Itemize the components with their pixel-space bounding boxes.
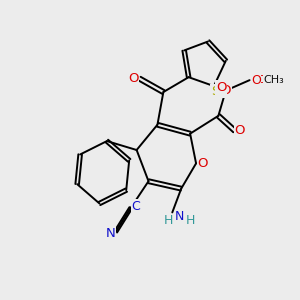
- Text: O: O: [235, 124, 245, 137]
- Text: O: O: [216, 81, 226, 94]
- Text: CH₃: CH₃: [263, 75, 284, 85]
- Text: O: O: [197, 157, 208, 170]
- Text: H: H: [185, 214, 195, 227]
- Text: N: N: [106, 227, 116, 240]
- Text: H: H: [164, 214, 173, 227]
- Text: N: N: [175, 210, 184, 224]
- Text: S: S: [211, 85, 220, 98]
- Text: O: O: [251, 74, 261, 87]
- Text: O: O: [257, 75, 265, 85]
- Text: C: C: [131, 200, 140, 213]
- Text: O: O: [128, 72, 138, 85]
- Text: O: O: [220, 84, 231, 97]
